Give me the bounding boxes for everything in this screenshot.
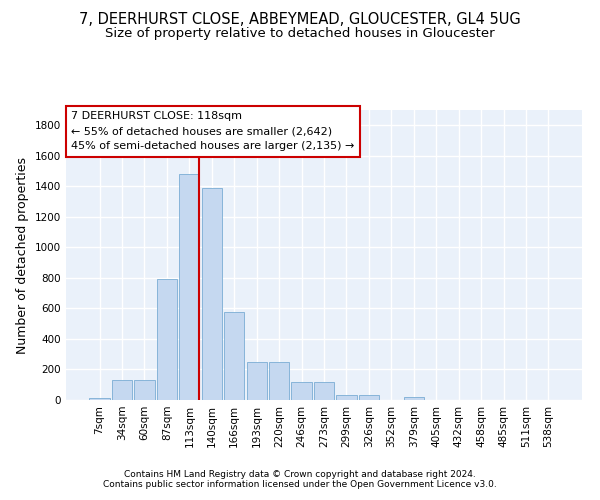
Text: Contains public sector information licensed under the Open Government Licence v3: Contains public sector information licen… (103, 480, 497, 489)
Bar (269, 362, 289, 400)
Bar (202, 188, 222, 400)
Bar (134, 380, 155, 400)
Bar (337, 394, 356, 400)
Bar (157, 278, 177, 400)
Bar (179, 174, 199, 400)
Bar (247, 362, 267, 400)
Bar (89, 398, 110, 400)
Bar (404, 397, 424, 400)
Bar (112, 380, 132, 400)
Text: 7 DEERHURST CLOSE: 118sqm
← 55% of detached houses are smaller (2,642)
45% of se: 7 DEERHURST CLOSE: 118sqm ← 55% of detac… (71, 112, 355, 151)
Bar (292, 382, 311, 400)
Y-axis label: Number of detached properties: Number of detached properties (16, 156, 29, 354)
Text: Contains HM Land Registry data © Crown copyright and database right 2024.: Contains HM Land Registry data © Crown c… (124, 470, 476, 479)
Bar (314, 382, 334, 400)
Text: Size of property relative to detached houses in Gloucester: Size of property relative to detached ho… (105, 28, 495, 40)
Text: 7, DEERHURST CLOSE, ABBEYMEAD, GLOUCESTER, GL4 5UG: 7, DEERHURST CLOSE, ABBEYMEAD, GLOUCESTE… (79, 12, 521, 28)
Bar (359, 396, 379, 400)
Bar (224, 312, 244, 400)
